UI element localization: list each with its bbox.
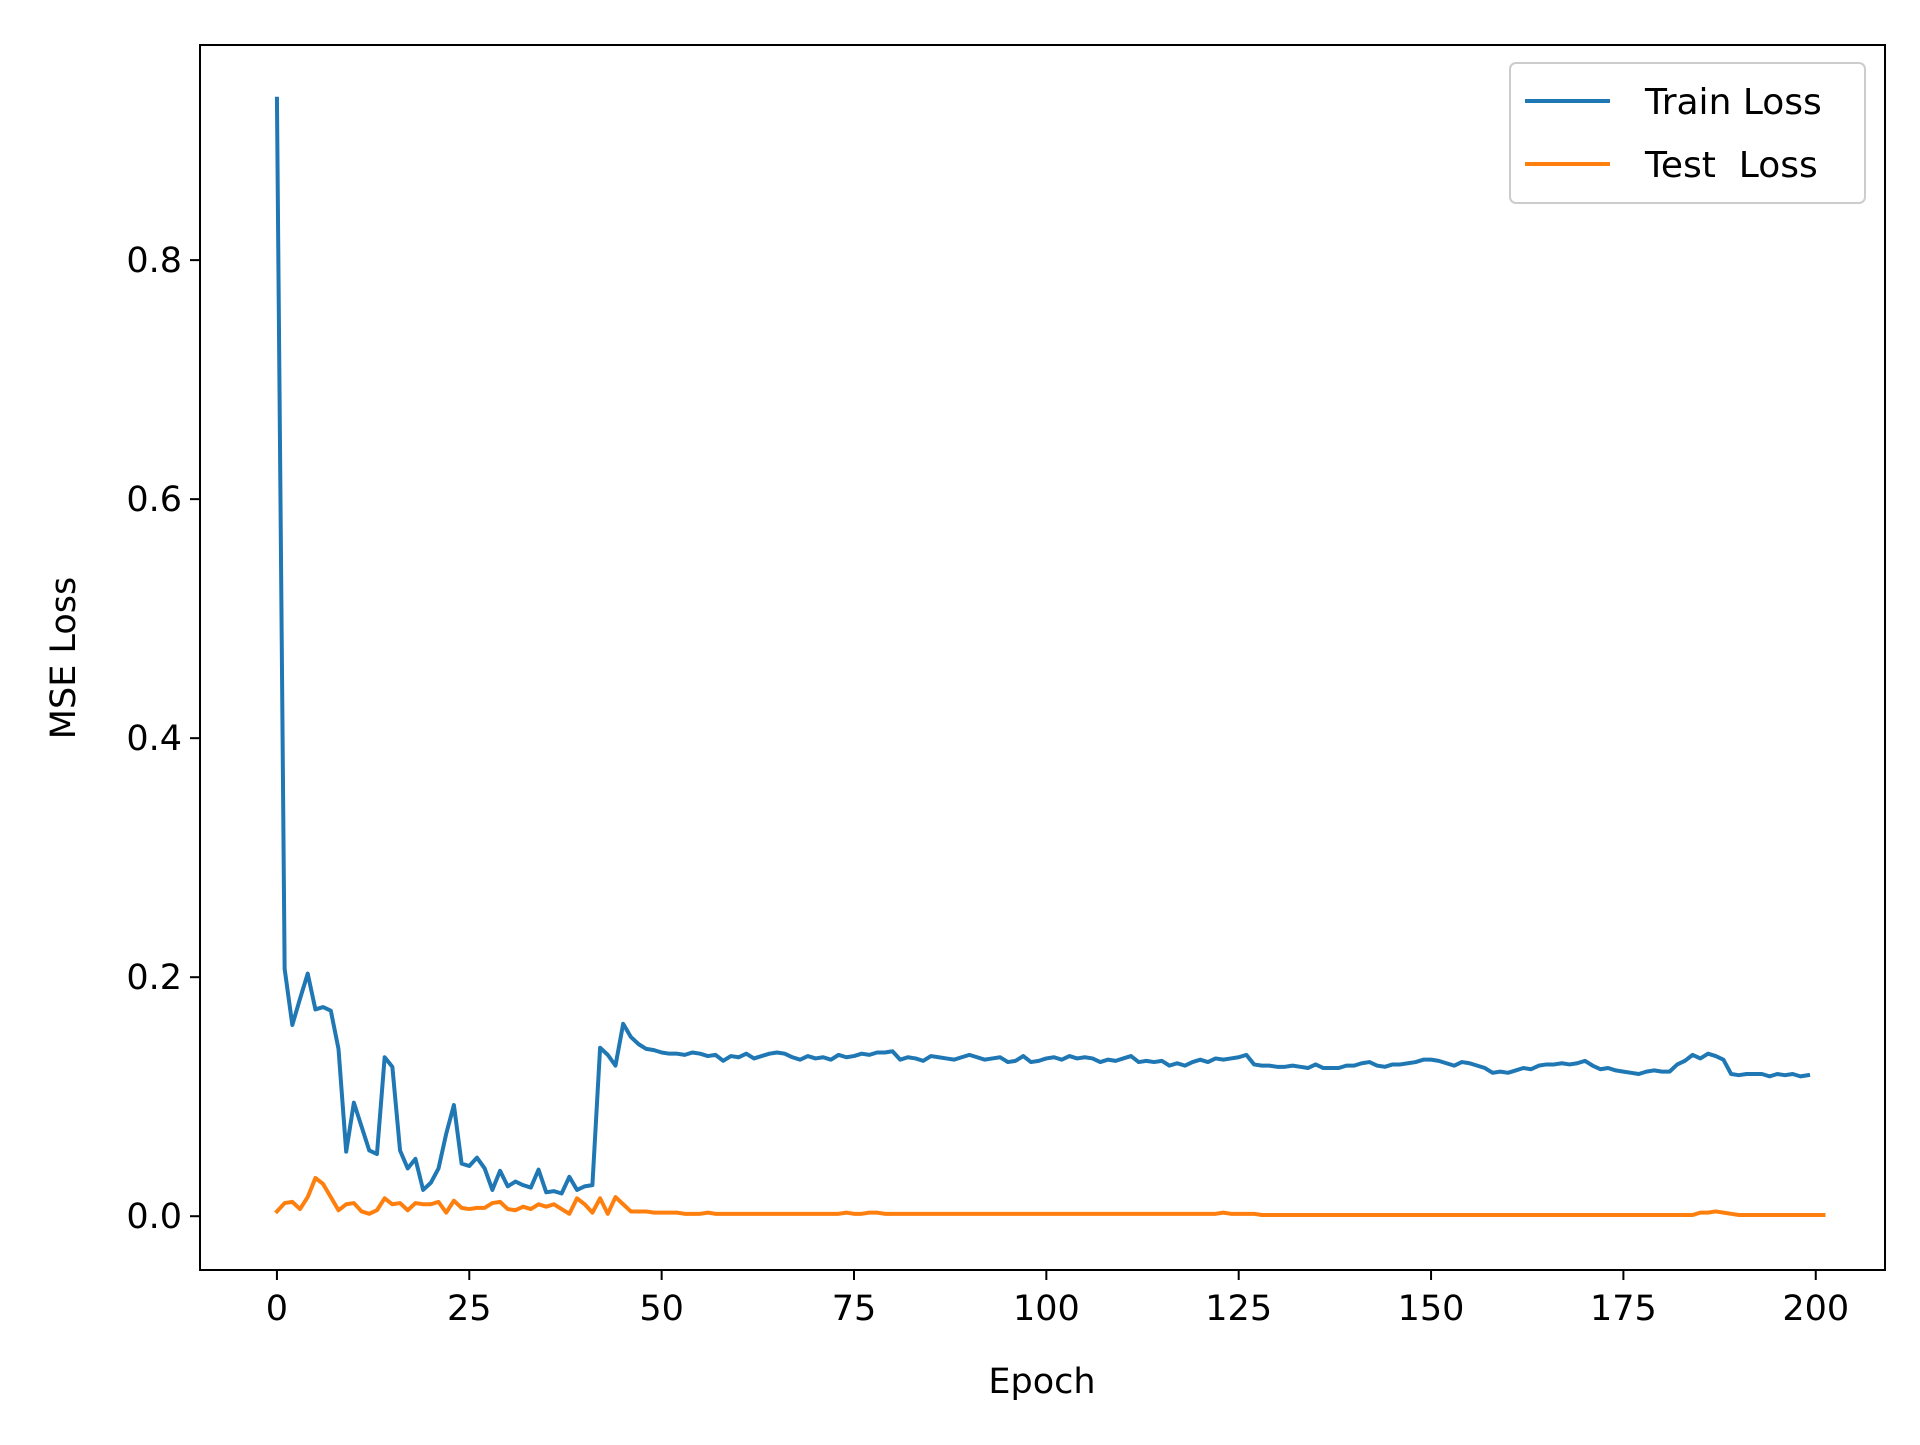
- series-line-test-loss: [274, 1175, 1826, 1218]
- series-layer: [274, 96, 1826, 1218]
- x-tick-label: 200: [1782, 1289, 1849, 1329]
- y-tick-label: 0.6: [126, 480, 182, 520]
- x-tick-label: 150: [1398, 1289, 1465, 1329]
- x-tick-label: 0: [266, 1289, 288, 1329]
- x-tick-label: 175: [1590, 1289, 1657, 1329]
- y-tick-label: 0.8: [126, 241, 182, 281]
- x-tick-label: 125: [1205, 1289, 1272, 1329]
- y-tick-label: 0.4: [126, 719, 182, 759]
- legend-box: [1509, 62, 1866, 204]
- y-tick-label: 0.0: [126, 1197, 182, 1237]
- legend: Train Loss Test Loss: [1509, 62, 1866, 204]
- y-axis-ticks: 0.0 0.2 0.4 0.6 0.8: [126, 241, 200, 1237]
- legend-label-test-loss: Test Loss: [1644, 145, 1818, 186]
- y-axis-label: MSE Loss: [44, 577, 84, 739]
- x-tick-label: 100: [1013, 1289, 1080, 1329]
- x-axis-label: Epoch: [988, 1362, 1095, 1402]
- x-axis-ticks: 0 25 50 75 100 125 150 175 200: [266, 1270, 1849, 1329]
- y-tick-label: 0.2: [126, 958, 182, 998]
- legend-label-train-loss: Train Loss: [1644, 82, 1822, 123]
- x-tick-label: 50: [639, 1289, 684, 1329]
- x-tick-label: 25: [447, 1289, 492, 1329]
- series-line-train-loss: [274, 96, 1811, 1196]
- x-tick-label: 75: [832, 1289, 877, 1329]
- plot-frame: [199, 44, 1886, 1271]
